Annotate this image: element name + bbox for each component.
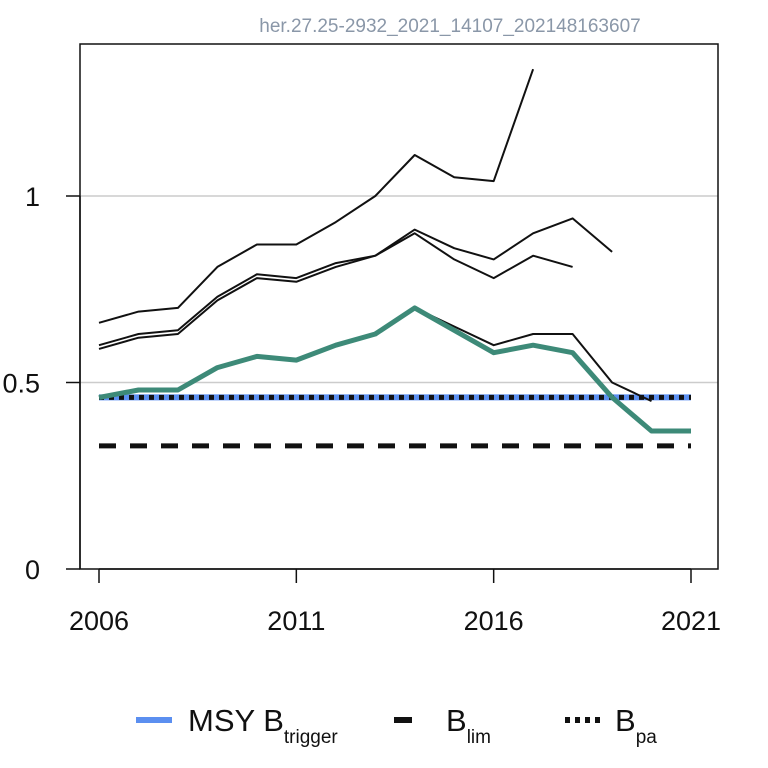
y-tick-label-0: 0 bbox=[25, 555, 40, 585]
series-retro-line-2 bbox=[98, 217, 613, 347]
reference-lines bbox=[99, 394, 691, 449]
series-retro-line-3 bbox=[98, 232, 573, 350]
legend-label-1: Blim bbox=[446, 703, 491, 748]
x-tick-label-2: 2016 bbox=[464, 606, 524, 636]
series-main-line bbox=[98, 305, 691, 434]
x-tick-label-1: 2011 bbox=[267, 606, 325, 636]
legend-sub-2: pa bbox=[636, 727, 658, 748]
legend-sub-0: trigger bbox=[284, 727, 339, 748]
x-tick-label-3: 2021 bbox=[661, 606, 721, 636]
y-tick-label-2: 1 bbox=[25, 182, 40, 212]
axis-layer: 2006 2011 2016 2021 0 0.5 1 bbox=[2, 182, 721, 636]
y-tick-label-1: 0.5 bbox=[2, 369, 40, 399]
legend-label-0: MSY Btrigger bbox=[188, 703, 338, 748]
legend-sub-1: lim bbox=[467, 727, 491, 748]
series-retro-line-4 bbox=[98, 68, 535, 324]
grid-layer bbox=[80, 195, 718, 384]
legend: MSY Btrigger Blim Bpa bbox=[136, 703, 657, 748]
legend-label-2: Bpa bbox=[615, 703, 657, 748]
x-tick-label-0: 2006 bbox=[69, 606, 129, 636]
chart-header-id: her.27.25-2932_2021_14107_202148163607 bbox=[259, 16, 640, 37]
plot-frame bbox=[79, 43, 719, 570]
series-layer bbox=[98, 68, 691, 434]
